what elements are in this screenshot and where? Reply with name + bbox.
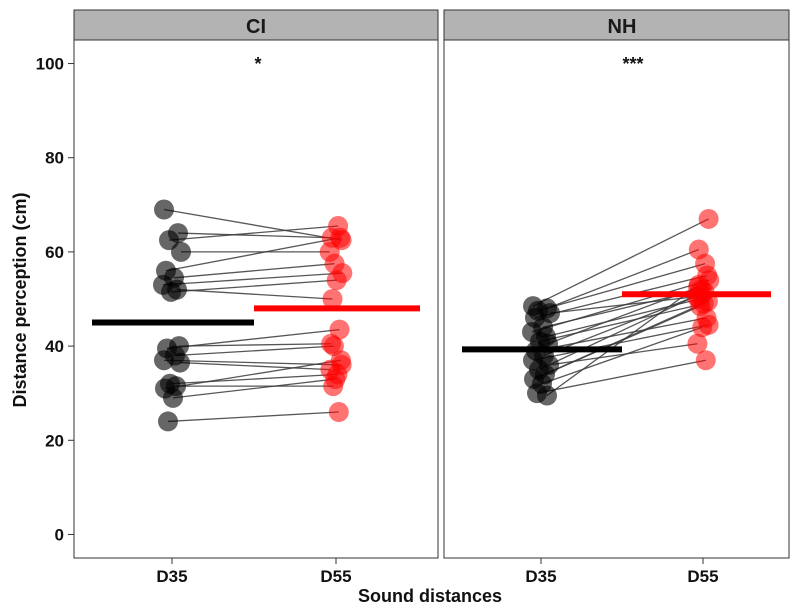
nh-pair-line	[543, 293, 702, 357]
y-tick-label: 100	[36, 55, 64, 74]
panel-ci-significance: *	[254, 54, 261, 74]
panel-ci-marks	[92, 199, 420, 432]
ci-point-d55	[330, 227, 351, 248]
nh-pair-line	[538, 291, 705, 371]
panel-nh-marks	[462, 208, 771, 406]
ci-pair-line	[177, 232, 332, 239]
ci-pair-line	[164, 359, 342, 390]
y-tick-label: 80	[45, 149, 64, 168]
panel-nh-strip	[443, 9, 790, 41]
ci-point-d35	[154, 350, 174, 371]
x-axis-title: Sound distances	[358, 586, 502, 606]
ci-point-d55	[330, 350, 351, 371]
ci-point-d35	[161, 281, 181, 302]
x-tick-label: D35	[156, 567, 187, 586]
nh-pair-line	[546, 284, 700, 397]
panel-nh: NH ***	[443, 9, 790, 559]
ci-pair-line	[173, 263, 335, 279]
x-axis: D35 D55 D35 D55	[156, 558, 719, 586]
x-tick-label: D55	[320, 567, 351, 586]
ci-pair-line	[162, 272, 343, 286]
nh-pair-line	[532, 324, 709, 361]
nh-pair-line	[533, 300, 709, 380]
ci-pair-line	[163, 208, 342, 241]
ci-point-d55	[325, 369, 346, 390]
nh-pair-line	[537, 263, 706, 312]
nh-pair-line	[534, 274, 708, 319]
y-tick-label: 0	[55, 525, 64, 544]
ci-pair-line	[166, 328, 340, 350]
x-tick-label: D35	[525, 567, 556, 586]
ci-pair-line	[176, 288, 333, 300]
ci-pair-line	[165, 237, 341, 272]
panel-ci-strip	[73, 9, 439, 41]
nh-pair-line	[531, 279, 710, 333]
ci-pair-line	[174, 345, 334, 357]
nh-pair-line	[539, 303, 704, 343]
ci-point-d35	[158, 411, 178, 432]
y-tick-label: 60	[45, 243, 64, 262]
ci-point-d55	[329, 319, 350, 340]
panel-ci: CI *	[73, 9, 439, 559]
ci-pair-line	[163, 359, 342, 366]
nh-point-d55	[698, 208, 719, 229]
ci-point-d55	[326, 270, 347, 291]
nh-point-d35	[537, 385, 557, 406]
ci-point-d35	[171, 241, 191, 262]
panel-nh-significance: ***	[622, 54, 643, 74]
ci-point-d35	[170, 352, 190, 373]
nh-pair-line	[535, 317, 707, 352]
ci-pair-line	[179, 361, 331, 371]
y-tick-label: 20	[45, 431, 64, 450]
nh-point-d55	[688, 274, 709, 295]
ci-pair-line	[172, 378, 336, 399]
ci-point-d35	[163, 387, 183, 408]
ci-pair-line	[170, 279, 337, 293]
nh-point-d55	[695, 350, 716, 371]
ci-pair-line	[167, 411, 339, 423]
ci-point-d55	[328, 402, 349, 423]
ci-pair-line	[178, 343, 332, 347]
y-axis-title: Distance perception (cm)	[10, 192, 30, 407]
panel-nh-frame	[443, 39, 790, 559]
ci-point-d55	[322, 289, 343, 309]
panel-ci-strip-label: CI	[246, 16, 266, 38]
y-tick-label: 40	[45, 337, 64, 356]
nh-pair-line	[541, 326, 703, 385]
nh-point-d55	[692, 317, 713, 338]
nh-pair-line	[532, 218, 709, 307]
nh-pair-line	[536, 359, 706, 394]
ci-pair-line	[169, 373, 338, 385]
ci-point-d35	[154, 199, 174, 220]
panel-nh-strip-label: NH	[608, 16, 637, 38]
x-tick-label: D55	[687, 567, 718, 586]
ci-pair-line	[168, 225, 339, 241]
y-axis: 0 20 40 60 80 100	[36, 55, 74, 544]
panel-ci-frame	[73, 39, 439, 559]
nh-point-d55	[687, 333, 708, 354]
nh-pair-line	[546, 248, 700, 310]
